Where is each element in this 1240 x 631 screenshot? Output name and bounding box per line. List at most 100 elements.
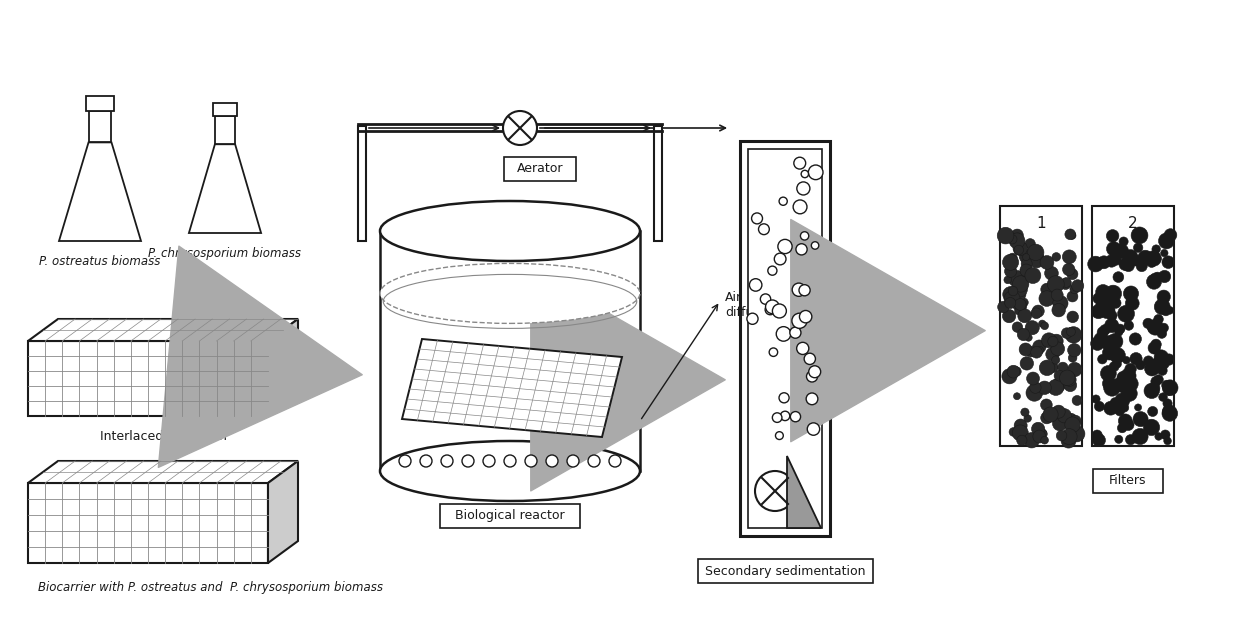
Bar [748,149,822,528]
Circle shape [1145,361,1159,376]
Circle shape [1092,430,1102,440]
Circle shape [1066,311,1079,322]
Circle shape [1105,255,1117,267]
Circle shape [1019,249,1033,263]
Bar [697,559,873,583]
Circle shape [1021,357,1033,370]
Circle shape [1025,384,1043,401]
Circle shape [1073,396,1083,406]
Circle shape [1109,399,1122,413]
Circle shape [1117,305,1135,322]
Circle shape [1016,301,1027,312]
Circle shape [1153,375,1163,384]
Circle shape [1070,415,1081,427]
Text: P. chrysosporium biomass: P. chrysosporium biomass [149,247,301,260]
Circle shape [1153,255,1161,262]
Circle shape [1091,304,1106,319]
Circle shape [792,313,807,328]
Circle shape [1162,307,1171,316]
Circle shape [797,182,810,195]
Circle shape [1052,356,1060,364]
Polygon shape [268,319,298,416]
Circle shape [1156,302,1163,309]
Circle shape [759,224,769,235]
Circle shape [1014,233,1022,240]
Circle shape [1100,324,1110,335]
Circle shape [1164,228,1177,242]
Circle shape [1040,322,1049,329]
Circle shape [1002,369,1017,384]
Circle shape [1003,286,1018,302]
Circle shape [1052,289,1063,301]
Circle shape [1100,365,1116,381]
Circle shape [1110,362,1120,372]
Circle shape [1056,430,1066,441]
Circle shape [1118,257,1132,271]
Circle shape [1145,383,1159,399]
Circle shape [1135,404,1142,411]
Circle shape [806,371,817,382]
Circle shape [1065,327,1081,343]
Circle shape [1115,324,1125,334]
Circle shape [1045,348,1059,361]
Circle shape [1095,401,1105,411]
Circle shape [1069,232,1076,239]
Circle shape [1121,386,1137,401]
Ellipse shape [379,441,640,501]
Bar [213,102,237,115]
Circle shape [1004,276,1012,284]
Circle shape [1162,406,1178,422]
Circle shape [1004,297,1016,309]
Circle shape [1007,365,1019,378]
Circle shape [1035,346,1044,355]
Circle shape [1058,362,1068,372]
Circle shape [1048,276,1064,293]
Ellipse shape [379,263,640,324]
Circle shape [1054,370,1065,381]
Circle shape [1017,435,1027,445]
Circle shape [1147,319,1163,335]
Circle shape [546,455,558,467]
Circle shape [1063,250,1076,264]
Circle shape [749,279,761,291]
Circle shape [746,313,758,324]
Circle shape [1019,343,1032,356]
Bar [440,504,580,528]
Circle shape [1151,377,1161,387]
Circle shape [1061,433,1076,448]
Circle shape [1008,286,1018,296]
Circle shape [1116,378,1131,393]
Circle shape [1162,256,1174,268]
Circle shape [1117,371,1130,384]
Circle shape [1063,373,1076,386]
Circle shape [588,455,600,467]
Circle shape [1123,321,1133,330]
Circle shape [808,366,821,378]
Circle shape [1087,256,1104,272]
Circle shape [1025,321,1039,335]
Circle shape [790,411,801,422]
Circle shape [1064,413,1078,427]
Circle shape [1048,362,1058,372]
Polygon shape [29,319,298,341]
Circle shape [1154,272,1161,280]
Circle shape [567,455,579,467]
Circle shape [441,455,453,467]
Circle shape [1014,307,1022,315]
Circle shape [799,285,810,296]
Circle shape [525,455,537,467]
Circle shape [801,170,808,178]
Circle shape [801,232,808,240]
Circle shape [1014,419,1027,432]
Circle shape [1040,256,1054,269]
Circle shape [1157,329,1167,338]
Circle shape [1064,379,1076,392]
Circle shape [1149,273,1162,284]
Circle shape [1053,295,1068,311]
Circle shape [1039,291,1054,307]
Text: Filters: Filters [1110,475,1147,488]
Bar [653,126,662,241]
Circle shape [1066,327,1075,336]
Circle shape [1012,425,1028,441]
Circle shape [790,327,801,338]
